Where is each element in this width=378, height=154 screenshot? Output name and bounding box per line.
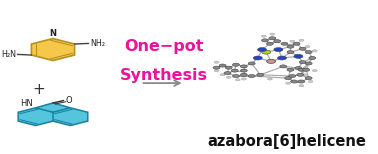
Circle shape — [248, 75, 255, 78]
Circle shape — [269, 37, 276, 40]
Circle shape — [231, 69, 238, 72]
Circle shape — [262, 39, 268, 42]
Circle shape — [298, 68, 305, 71]
Text: NH₂: NH₂ — [90, 39, 105, 48]
Circle shape — [281, 42, 288, 45]
Circle shape — [240, 69, 247, 72]
Circle shape — [312, 69, 317, 72]
Text: azabora[6]helicene: azabora[6]helicene — [207, 134, 366, 149]
Circle shape — [305, 51, 312, 54]
Circle shape — [298, 80, 305, 83]
Circle shape — [299, 39, 304, 41]
Circle shape — [232, 75, 239, 78]
Circle shape — [276, 40, 281, 42]
Circle shape — [295, 67, 302, 70]
Circle shape — [290, 40, 295, 42]
Circle shape — [235, 79, 240, 81]
Circle shape — [232, 63, 239, 66]
Circle shape — [270, 33, 275, 35]
Polygon shape — [31, 38, 74, 61]
Circle shape — [303, 68, 310, 71]
Circle shape — [287, 51, 294, 54]
Circle shape — [286, 82, 290, 84]
Circle shape — [294, 54, 303, 58]
Circle shape — [257, 73, 264, 76]
Circle shape — [305, 46, 310, 48]
Circle shape — [224, 72, 231, 75]
Polygon shape — [36, 103, 70, 112]
Circle shape — [287, 68, 294, 71]
Circle shape — [289, 75, 296, 78]
Circle shape — [291, 80, 297, 83]
Circle shape — [297, 73, 304, 76]
Circle shape — [305, 62, 312, 65]
Circle shape — [257, 48, 266, 52]
Circle shape — [242, 78, 246, 80]
Text: +: + — [33, 82, 45, 97]
Circle shape — [287, 45, 294, 48]
Circle shape — [219, 64, 226, 67]
Circle shape — [214, 61, 219, 63]
Circle shape — [240, 65, 247, 68]
Circle shape — [299, 61, 306, 64]
Circle shape — [248, 62, 255, 65]
Polygon shape — [18, 108, 88, 126]
Circle shape — [309, 57, 316, 60]
Circle shape — [266, 42, 273, 45]
Text: Synthesis: Synthesis — [120, 68, 208, 83]
Circle shape — [214, 69, 219, 72]
Circle shape — [305, 77, 312, 80]
Circle shape — [213, 66, 220, 69]
Text: HN: HN — [20, 99, 33, 108]
Circle shape — [226, 76, 231, 78]
Circle shape — [277, 56, 287, 60]
Circle shape — [266, 59, 276, 63]
Circle shape — [274, 48, 283, 52]
Circle shape — [280, 65, 287, 68]
Text: One−pot: One−pot — [124, 39, 203, 54]
Circle shape — [308, 80, 313, 83]
Circle shape — [302, 74, 307, 76]
Circle shape — [293, 42, 300, 45]
Circle shape — [299, 47, 306, 50]
Circle shape — [262, 35, 266, 37]
Circle shape — [299, 85, 304, 87]
Circle shape — [253, 56, 262, 60]
Circle shape — [220, 74, 225, 76]
Circle shape — [268, 78, 272, 80]
Text: O: O — [65, 96, 72, 105]
Circle shape — [240, 73, 247, 76]
Text: H₂N: H₂N — [1, 50, 16, 59]
Text: N: N — [50, 29, 56, 38]
Circle shape — [274, 40, 280, 43]
Circle shape — [285, 77, 291, 80]
Circle shape — [262, 50, 271, 54]
Circle shape — [225, 66, 232, 69]
Circle shape — [312, 50, 317, 52]
